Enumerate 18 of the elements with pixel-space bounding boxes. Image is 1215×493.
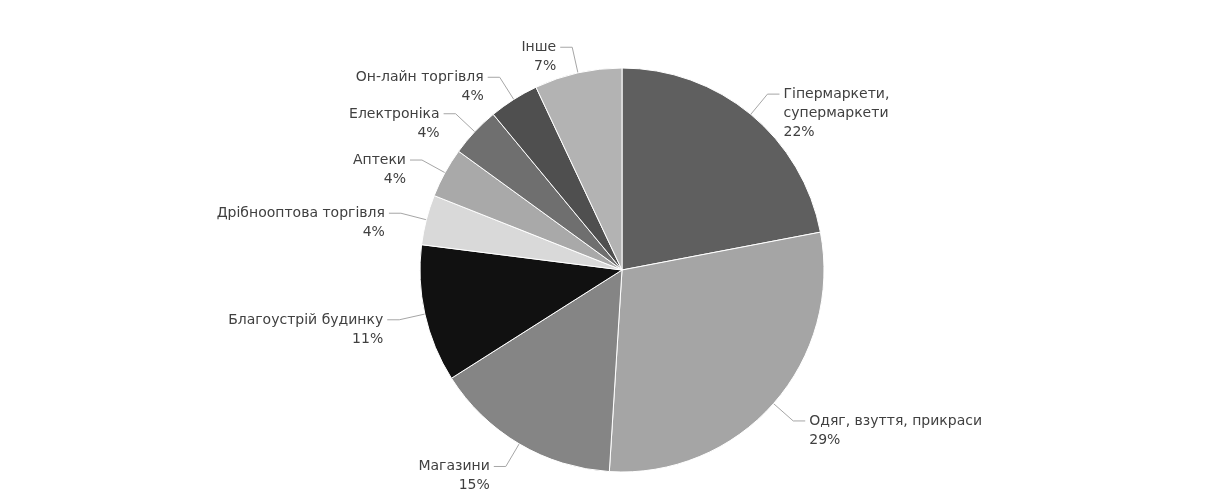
slice-label: Інше (521, 38, 557, 55)
legend-label: Аптеки (352, 151, 406, 168)
data-label: 11% (352, 329, 384, 346)
data-label: 29% (809, 430, 841, 447)
data-label: 22% (783, 123, 815, 140)
data-label: 4% (362, 223, 385, 240)
data-label: 4% (417, 123, 440, 140)
slice-label: Благоустрій будинку (228, 310, 384, 327)
data-label: 4% (461, 87, 484, 104)
slice-label: Дрібнооптова торгівля (216, 204, 385, 221)
slice-label: Он-лайн торгівля (355, 68, 484, 85)
data-label: 15% (458, 476, 490, 493)
slice-label: Магазини (418, 457, 490, 474)
data-label: 7% (533, 57, 557, 74)
data-label: 4% (383, 170, 406, 187)
slice-label: Гіпермаркети, супермаркети (783, 85, 890, 121)
slice-label: Електроніка (349, 104, 440, 121)
slice-label: Одяг, взуття, прикраси (809, 411, 983, 428)
